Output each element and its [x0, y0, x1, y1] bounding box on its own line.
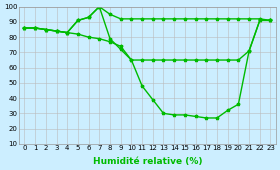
X-axis label: Humidité relative (%): Humidité relative (%): [93, 157, 202, 166]
